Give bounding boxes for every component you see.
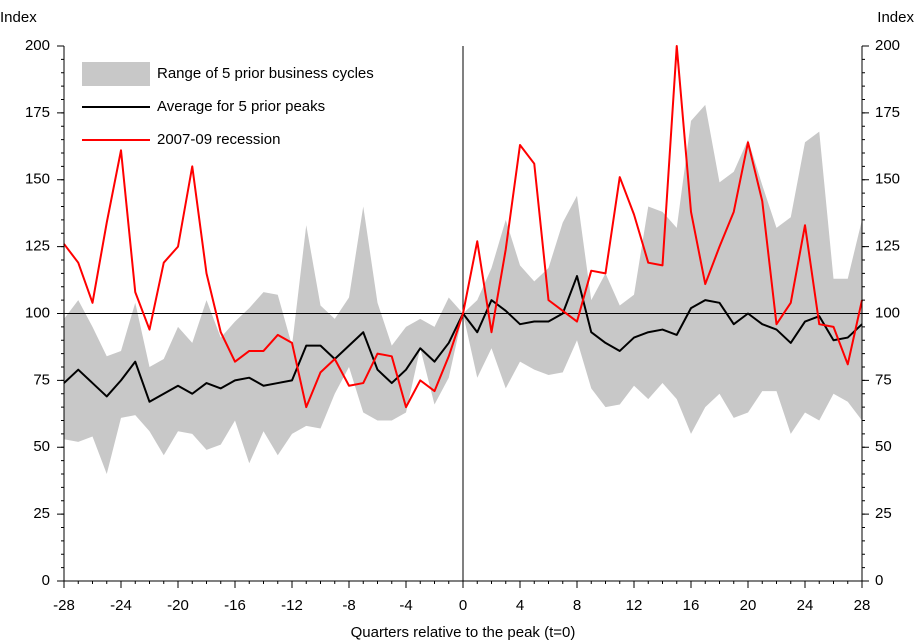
y2-tick-label: 0	[875, 572, 883, 589]
x-tick-label: -20	[167, 597, 189, 614]
range-band	[64, 104, 862, 474]
x-tick-label: 4	[516, 597, 524, 614]
series-line	[63, 45, 863, 409]
y2-axis-label: Index	[877, 9, 914, 26]
y2-tick-label: 150	[875, 171, 900, 188]
y-tick-label: 200	[25, 37, 50, 54]
x-tick-label: 0	[459, 597, 467, 614]
x-axis-label: Quarters relative to the peak (t=0)	[351, 624, 576, 641]
legend-label: Range of 5 prior business cycles	[157, 65, 374, 82]
x-tick-label: -24	[110, 597, 132, 614]
y-tick-label: 0	[42, 572, 50, 589]
y-tick-label: 125	[25, 238, 50, 255]
y-tick-label: 75	[33, 371, 50, 388]
y2-tick-label: 125	[875, 238, 900, 255]
x-tick-label: -8	[342, 597, 355, 614]
x-tick-label: 28	[854, 597, 871, 614]
x-tick-label: -4	[399, 597, 412, 614]
x-tick-label: -12	[281, 597, 303, 614]
x-tick-label: -28	[53, 597, 75, 614]
y-tick-label: 25	[33, 505, 50, 522]
y2-tick-label: 200	[875, 37, 900, 54]
y-tick-label: 50	[33, 438, 50, 455]
y-axis-label: Index	[0, 9, 37, 26]
y2-tick-label: 25	[875, 505, 892, 522]
y-tick-label: 150	[25, 171, 50, 188]
x-tick-label: 20	[740, 597, 757, 614]
x-tick-label: 12	[626, 597, 643, 614]
y-tick-label: 175	[25, 104, 50, 121]
legend-swatch	[82, 62, 150, 86]
legend-label: Average for 5 prior peaks	[157, 98, 325, 115]
y2-tick-label: 75	[875, 371, 892, 388]
y2-tick-label: 50	[875, 438, 892, 455]
legend-label: 2007-09 recession	[157, 131, 280, 148]
y-tick-label: 100	[25, 304, 50, 321]
y2-tick-label: 100	[875, 304, 900, 321]
x-tick-label: -16	[224, 597, 246, 614]
x-tick-label: 8	[573, 597, 581, 614]
x-tick-label: 24	[797, 597, 814, 614]
y2-tick-label: 175	[875, 104, 900, 121]
x-tick-label: 16	[683, 597, 700, 614]
legend: Range of 5 prior business cycles Average …	[82, 62, 374, 148]
